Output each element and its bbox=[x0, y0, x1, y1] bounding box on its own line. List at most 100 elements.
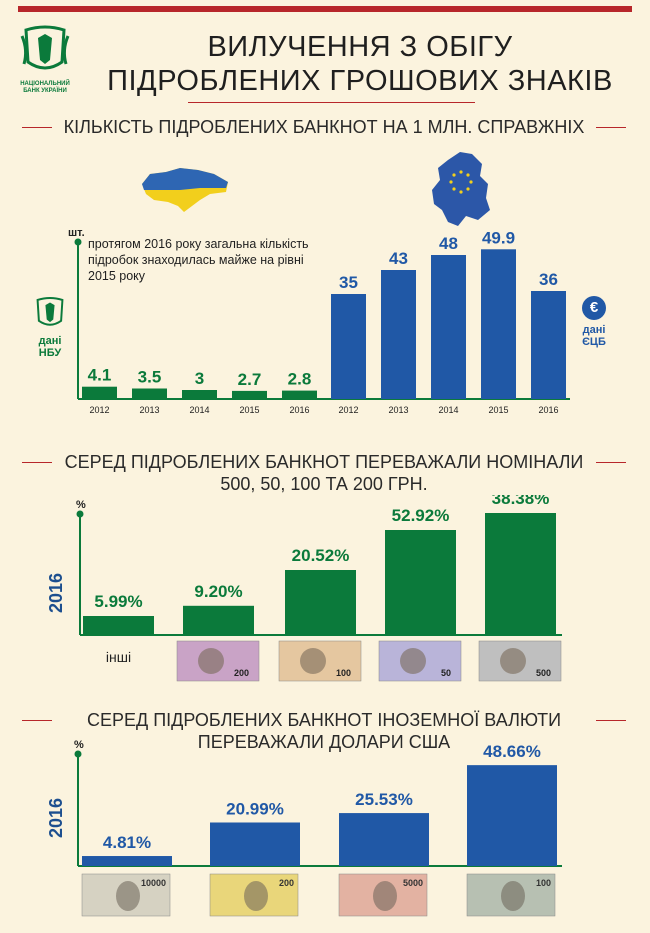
chart2-year: 2016 bbox=[46, 573, 66, 613]
chart1-bar bbox=[282, 390, 317, 399]
chart2-data-label: 20.52% bbox=[292, 546, 350, 565]
page-title-line2: ПІДРОБЛЕНИХ ГРОШОВИХ ЗНАКІВ bbox=[107, 65, 613, 97]
banknote-portrait bbox=[501, 881, 525, 911]
section2-title-line1: СЕРЕД ПІДРОБЛЕНИХ БАНКНОТ ПЕРЕВАЖАЛИ НОМ… bbox=[64, 452, 584, 472]
nbu-source: дані НБУ bbox=[26, 296, 74, 359]
chart2-bar bbox=[485, 513, 556, 635]
chart3-bar bbox=[339, 813, 429, 866]
chart1-data-label: 4.1 bbox=[88, 366, 112, 385]
banknote-portrait bbox=[400, 648, 426, 674]
euro-icon: € bbox=[582, 296, 606, 320]
chart1-data-label: 48 bbox=[439, 234, 458, 253]
chart2-bar bbox=[285, 570, 356, 635]
chart1-bar bbox=[331, 294, 366, 399]
chart-uah-denominations: % 2016 5.99% інші 9.20% 200 20.52% 100 52.92% 5… bbox=[46, 495, 562, 682]
chart2-axis-y-cap bbox=[76, 510, 84, 518]
chart1-ylabel: шт. bbox=[68, 227, 85, 239]
chart2-data-label: 52.92% bbox=[392, 506, 450, 525]
chart1-tick-label: 2013 bbox=[388, 405, 408, 415]
section3-line-right bbox=[596, 720, 626, 721]
section3-line-left bbox=[22, 720, 52, 721]
banknote-denomination: 100 bbox=[536, 878, 551, 888]
chart1-data-label: 2.8 bbox=[288, 370, 312, 389]
section2-line-right bbox=[596, 462, 626, 463]
top-bar bbox=[18, 6, 632, 12]
banknote-denomination: 10000 bbox=[141, 878, 166, 888]
banknote-denomination: 50 bbox=[441, 668, 451, 678]
chart1-tick-label: 2013 bbox=[139, 405, 159, 415]
banknote-denomination: 5000 bbox=[403, 878, 423, 888]
banknote-portrait bbox=[373, 881, 397, 911]
chart3-axis-y-cap bbox=[74, 750, 82, 758]
chart1-data-label: 36 bbox=[539, 270, 558, 289]
section2-line-left bbox=[22, 462, 52, 463]
page-title-line1: ВИЛУЧЕННЯ З ОБІГУ bbox=[207, 31, 513, 63]
chart1-tick-label: 2014 bbox=[438, 405, 458, 415]
section1-line-right bbox=[596, 127, 626, 128]
chart2-data-label: 5.99% bbox=[94, 592, 142, 611]
chart1-tick-label: 2014 bbox=[189, 405, 209, 415]
ecb-source: € дані ЄЦБ bbox=[574, 296, 614, 348]
section1-title: КІЛЬКІСТЬ ПІДРОБЛЕНИХ БАНКНОТ НА 1 МЛН. … bbox=[63, 117, 585, 137]
chart1-bar bbox=[481, 249, 516, 399]
chart1-data-label: 35 bbox=[339, 273, 358, 292]
banknote-portrait bbox=[244, 881, 268, 911]
chart1-bar bbox=[381, 270, 416, 399]
chart1-tick-label: 2012 bbox=[89, 405, 109, 415]
chart3-data-label: 25.53% bbox=[355, 790, 413, 809]
nbu-source-logo-icon bbox=[36, 296, 64, 326]
ecb-source-label: дані ЄЦБ bbox=[582, 324, 606, 348]
chart3-ylabel: % bbox=[74, 739, 84, 751]
chart1-bar bbox=[232, 390, 267, 399]
chart2-bar bbox=[385, 530, 456, 635]
banknote-denomination: 500 bbox=[536, 668, 551, 678]
banknote-denomination: 200 bbox=[234, 668, 249, 678]
chart3-data-label: 4.81% bbox=[103, 833, 151, 852]
chart2-bar bbox=[183, 605, 254, 635]
banknote-denomination: 200 bbox=[279, 878, 294, 888]
chart1-tick-label: 2015 bbox=[488, 405, 508, 415]
title-underline bbox=[188, 102, 475, 103]
chart1-bar bbox=[132, 388, 167, 399]
section1-line-left bbox=[22, 127, 52, 128]
banknote-portrait bbox=[300, 648, 326, 674]
chart3-bar bbox=[210, 822, 300, 866]
chart2-ylabel: % bbox=[76, 499, 86, 511]
nbu-source-label: дані НБУ bbox=[38, 335, 62, 359]
nbu-logo: НАЦІОНАЛЬНИЙ БАНК УКРАЇНИ bbox=[18, 24, 72, 94]
banknote-portrait bbox=[198, 648, 224, 674]
chart-foreign-currency: % 2016 4.81% 10000 20.99% 200 25.53% 5000 48.6… bbox=[46, 739, 562, 917]
chart3-data-label: 48.66% bbox=[483, 742, 541, 761]
banknote-portrait bbox=[116, 881, 140, 911]
chart2-other-label: інші bbox=[106, 649, 131, 665]
section2-title-line2: 500, 50, 100 ТА 200 ГРН. bbox=[220, 474, 428, 494]
chart3-bar bbox=[467, 765, 557, 866]
chart1-data-label: 3 bbox=[195, 369, 204, 388]
chart1-bar bbox=[531, 291, 566, 399]
chart1-note: протягом 2016 року загальна кількість пі… bbox=[88, 237, 309, 283]
chart1-axis-y-cap bbox=[74, 238, 82, 246]
chart2-data-label: 9.20% bbox=[194, 582, 242, 601]
chart1-tick-label: 2012 bbox=[338, 405, 358, 415]
banknote-portrait bbox=[500, 648, 526, 674]
chart3-bar bbox=[82, 856, 172, 866]
chart1-data-label: 49.9 bbox=[482, 228, 515, 247]
section3-title-line2: ПЕРЕВАЖАЛИ ДОЛАРИ США bbox=[197, 732, 451, 752]
ukraine-map-icon bbox=[142, 168, 228, 212]
eu-map-icon bbox=[432, 152, 490, 226]
banknote-denomination: 100 bbox=[336, 668, 351, 678]
chart1-tick-label: 2016 bbox=[538, 405, 558, 415]
nbu-logo-text: НАЦІОНАЛЬНИЙ БАНК УКРАЇНИ bbox=[20, 81, 70, 94]
chart3-year: 2016 bbox=[46, 798, 66, 838]
chart1-bar bbox=[431, 255, 466, 399]
chart-counterfeits-per-million: шт. 4.1 2012 3.5 2013 3 2014 2.7 2015 2.8 2016 35 2… bbox=[68, 227, 570, 415]
chart2-data-label: 38.38% bbox=[492, 495, 550, 508]
chart2-bar bbox=[83, 616, 154, 635]
chart3-data-label: 20.99% bbox=[226, 799, 284, 818]
chart1-tick-label: 2015 bbox=[239, 405, 259, 415]
section3-title-line1: СЕРЕД ПІДРОБЛЕНИХ БАНКНОТ ІНОЗЕМНОЇ ВАЛЮ… bbox=[86, 710, 562, 730]
chart1-data-label: 43 bbox=[389, 249, 408, 268]
chart1-bar bbox=[182, 390, 217, 399]
chart1-data-label: 3.5 bbox=[138, 368, 162, 387]
